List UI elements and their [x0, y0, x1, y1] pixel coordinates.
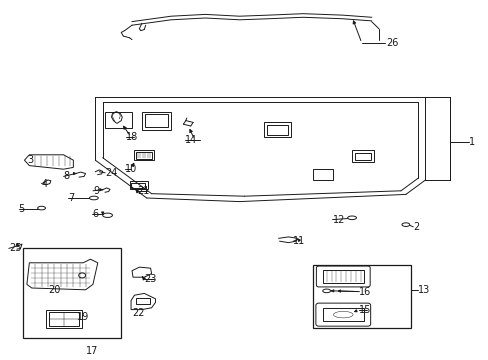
- Bar: [351, 150, 373, 162]
- Bar: [144, 114, 168, 127]
- Bar: [142, 112, 171, 130]
- Text: 11: 11: [293, 236, 305, 246]
- Bar: [264, 122, 290, 137]
- Text: 18: 18: [126, 132, 138, 142]
- Text: 17: 17: [85, 346, 98, 356]
- Bar: [136, 152, 152, 159]
- Text: 24: 24: [105, 168, 117, 178]
- Bar: [322, 308, 363, 321]
- Text: 20: 20: [48, 285, 60, 295]
- Bar: [134, 150, 154, 160]
- Text: 4: 4: [41, 179, 48, 189]
- Bar: [46, 310, 81, 328]
- Bar: [105, 112, 132, 128]
- Bar: [354, 153, 370, 160]
- Text: 2: 2: [412, 222, 419, 232]
- Text: 5: 5: [19, 204, 25, 214]
- Text: 12: 12: [332, 215, 344, 225]
- Bar: [266, 125, 287, 135]
- Text: 23: 23: [144, 274, 156, 284]
- Bar: [23, 248, 121, 338]
- Text: 25: 25: [9, 243, 21, 253]
- Text: 10: 10: [125, 164, 137, 174]
- Text: 16: 16: [359, 287, 371, 297]
- Text: 22: 22: [132, 308, 144, 318]
- Text: 6: 6: [92, 209, 98, 219]
- Text: 15: 15: [359, 305, 371, 315]
- Text: 9: 9: [93, 186, 99, 196]
- Text: 26: 26: [386, 38, 398, 48]
- Text: 7: 7: [68, 193, 75, 203]
- Bar: [312, 265, 410, 328]
- Text: 14: 14: [184, 135, 197, 145]
- Bar: [49, 312, 79, 326]
- Text: 13: 13: [417, 285, 429, 295]
- Text: 8: 8: [63, 171, 70, 181]
- Bar: [131, 183, 144, 188]
- Bar: [312, 169, 332, 180]
- Text: 21: 21: [137, 186, 149, 196]
- Text: 19: 19: [77, 312, 89, 322]
- Bar: [322, 270, 363, 283]
- Text: 3: 3: [27, 155, 33, 165]
- Bar: [129, 181, 148, 189]
- Bar: [136, 298, 149, 304]
- Text: 1: 1: [468, 137, 475, 147]
